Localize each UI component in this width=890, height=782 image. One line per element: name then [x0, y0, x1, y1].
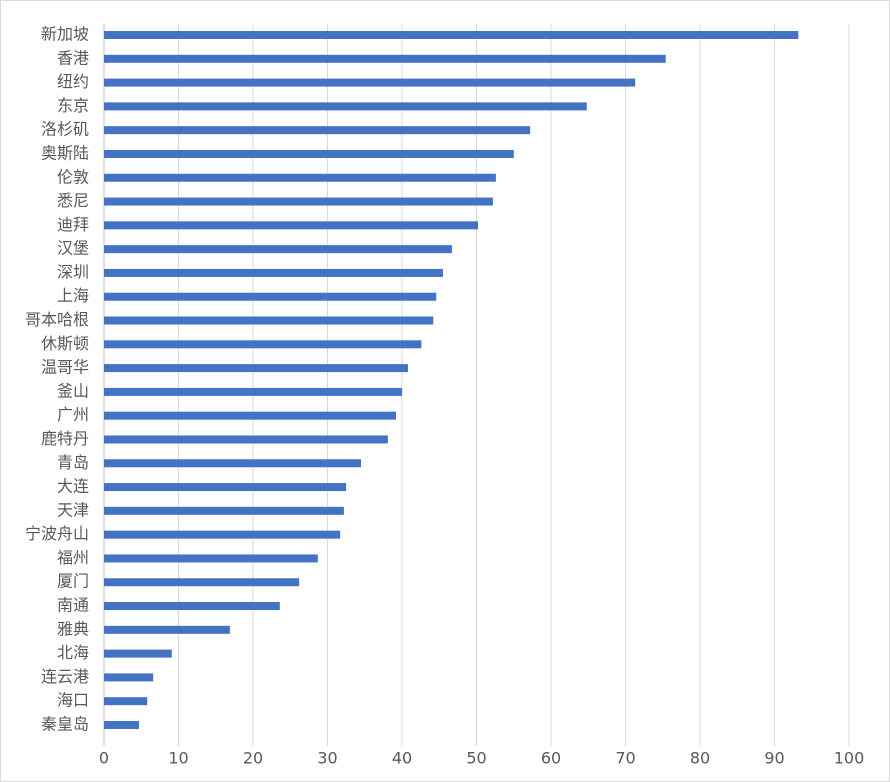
y-tick-label: 广州 — [57, 405, 89, 424]
y-tick-label: 宁波舟山 — [25, 524, 89, 543]
bar — [104, 316, 434, 325]
bar — [104, 54, 666, 63]
y-tick-label: 洛杉矶 — [41, 120, 89, 139]
bar — [104, 292, 437, 301]
y-tick-label: 厦门 — [57, 572, 89, 591]
bar — [104, 435, 388, 444]
bar — [104, 411, 397, 420]
bar — [104, 602, 280, 611]
x-tick-label: 50 — [466, 749, 486, 768]
y-tick-label: 天津 — [57, 500, 89, 519]
x-tick-label: 60 — [541, 749, 561, 768]
y-tick-label: 迪拜 — [57, 215, 89, 234]
y-tick-label: 鹿特丹 — [41, 429, 89, 448]
y-tick-label: 汉堡 — [57, 239, 89, 258]
bar — [104, 102, 587, 111]
bar — [104, 625, 230, 634]
y-tick-label: 奥斯陆 — [41, 143, 89, 162]
y-tick-label: 南通 — [57, 596, 89, 615]
x-tick-label: 10 — [168, 749, 188, 768]
y-tick-label: 连云港 — [41, 667, 89, 686]
y-tick-label: 香港 — [57, 48, 89, 67]
y-tick-label: 新加坡 — [41, 25, 89, 44]
bar — [104, 483, 347, 492]
y-tick-label: 东京 — [57, 96, 89, 115]
x-tick-label: 80 — [690, 749, 710, 768]
bar — [104, 697, 148, 706]
bar — [104, 78, 636, 87]
bar — [104, 197, 493, 206]
bar — [104, 459, 362, 468]
bar — [104, 31, 799, 39]
bar — [104, 554, 318, 563]
x-tick-label: 20 — [243, 749, 263, 768]
x-tick-label: 70 — [615, 749, 635, 768]
bar — [104, 506, 344, 515]
y-tick-label: 深圳 — [57, 262, 89, 281]
bar — [104, 387, 402, 396]
x-tick-label: 0 — [99, 749, 109, 768]
y-tick-label: 大连 — [57, 477, 89, 496]
bar — [104, 578, 300, 587]
y-tick-label: 悉尼 — [57, 191, 89, 210]
y-tick-label: 福州 — [57, 548, 89, 567]
y-tick-label: 上海 — [57, 286, 89, 305]
y-tick-label: 青岛 — [57, 453, 89, 472]
x-tick-label: 90 — [764, 749, 784, 768]
bar — [104, 221, 478, 230]
y-tick-label: 海口 — [57, 691, 89, 710]
y-tick-label: 北海 — [57, 643, 89, 662]
y-tick-label: 秦皇岛 — [41, 715, 89, 734]
y-tick-label: 哥本哈根 — [25, 310, 89, 329]
y-tick-label: 纽约 — [57, 72, 89, 91]
x-tick-label: 100 — [834, 749, 865, 768]
bar — [104, 149, 514, 158]
y-tick-label: 伦敦 — [57, 167, 89, 186]
y-tick-label: 釜山 — [57, 381, 89, 400]
bar — [104, 673, 154, 682]
y-tick-label: 温哥华 — [41, 358, 89, 377]
bar — [104, 649, 172, 658]
bar — [104, 721, 140, 729]
bar — [104, 245, 452, 254]
y-tick-label: 雅典 — [57, 619, 89, 638]
y-tick-label: 休斯顿 — [41, 334, 89, 353]
bar — [104, 364, 408, 373]
bar — [104, 173, 496, 182]
bar — [104, 340, 422, 349]
bar — [104, 126, 531, 135]
x-tick-label: 30 — [317, 749, 337, 768]
x-tick-label: 40 — [392, 749, 412, 768]
bar — [104, 530, 341, 539]
bar — [104, 268, 443, 277]
